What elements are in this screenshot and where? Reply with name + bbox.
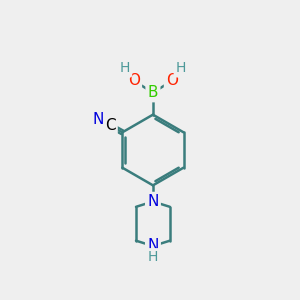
- Text: N: N: [92, 112, 104, 127]
- Text: O: O: [128, 73, 140, 88]
- Text: O: O: [166, 73, 178, 88]
- Text: N: N: [147, 238, 159, 253]
- Text: H: H: [176, 61, 186, 75]
- Text: H: H: [120, 61, 130, 75]
- Text: N: N: [147, 194, 159, 209]
- Text: H: H: [148, 250, 158, 264]
- Text: B: B: [148, 85, 158, 100]
- Text: C: C: [105, 118, 116, 133]
